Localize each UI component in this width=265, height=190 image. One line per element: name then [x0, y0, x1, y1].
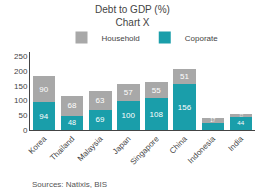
svg-text:India: India: [227, 134, 246, 153]
svg-text:48: 48: [68, 118, 76, 127]
svg-text:Household: Household: [102, 34, 140, 43]
svg-text:156: 156: [178, 103, 192, 112]
svg-text:11: 11: [239, 114, 243, 117]
svg-text:0: 0: [23, 126, 28, 135]
svg-text:94: 94: [39, 112, 48, 121]
svg-text:17: 17: [210, 118, 215, 123]
svg-text:100: 100: [121, 111, 135, 120]
svg-text:90: 90: [39, 85, 48, 94]
svg-text:Sources: Natixis, BIS: Sources: Natixis, BIS: [32, 180, 107, 189]
svg-text:Coporate: Coporate: [185, 34, 218, 43]
svg-text:200: 200: [14, 67, 28, 76]
svg-text:57: 57: [124, 88, 133, 97]
svg-text:Korea: Korea: [27, 134, 49, 156]
svg-text:100: 100: [14, 96, 28, 105]
svg-text:50: 50: [18, 111, 27, 120]
svg-text:44: 44: [237, 119, 244, 126]
svg-text:68: 68: [67, 101, 76, 110]
svg-text:69: 69: [96, 115, 105, 124]
svg-text:108: 108: [150, 110, 164, 119]
svg-text:Thailand: Thailand: [48, 134, 76, 162]
svg-text:23: 23: [212, 126, 213, 127]
svg-text:51: 51: [180, 72, 189, 81]
svg-text:Japan: Japan: [111, 134, 133, 156]
svg-text:250: 250: [14, 52, 28, 61]
svg-text:55: 55: [152, 86, 161, 95]
svg-text:63: 63: [96, 96, 105, 105]
svg-text:Malaysia: Malaysia: [76, 134, 105, 163]
svg-text:China: China: [168, 134, 190, 156]
svg-text:Indonesia: Indonesia: [186, 134, 217, 165]
svg-text:Singapore: Singapore: [129, 134, 162, 167]
svg-text:Debt to GDP (%)Chart X: Debt to GDP (%)Chart X: [95, 4, 170, 28]
svg-text:150: 150: [14, 82, 28, 91]
